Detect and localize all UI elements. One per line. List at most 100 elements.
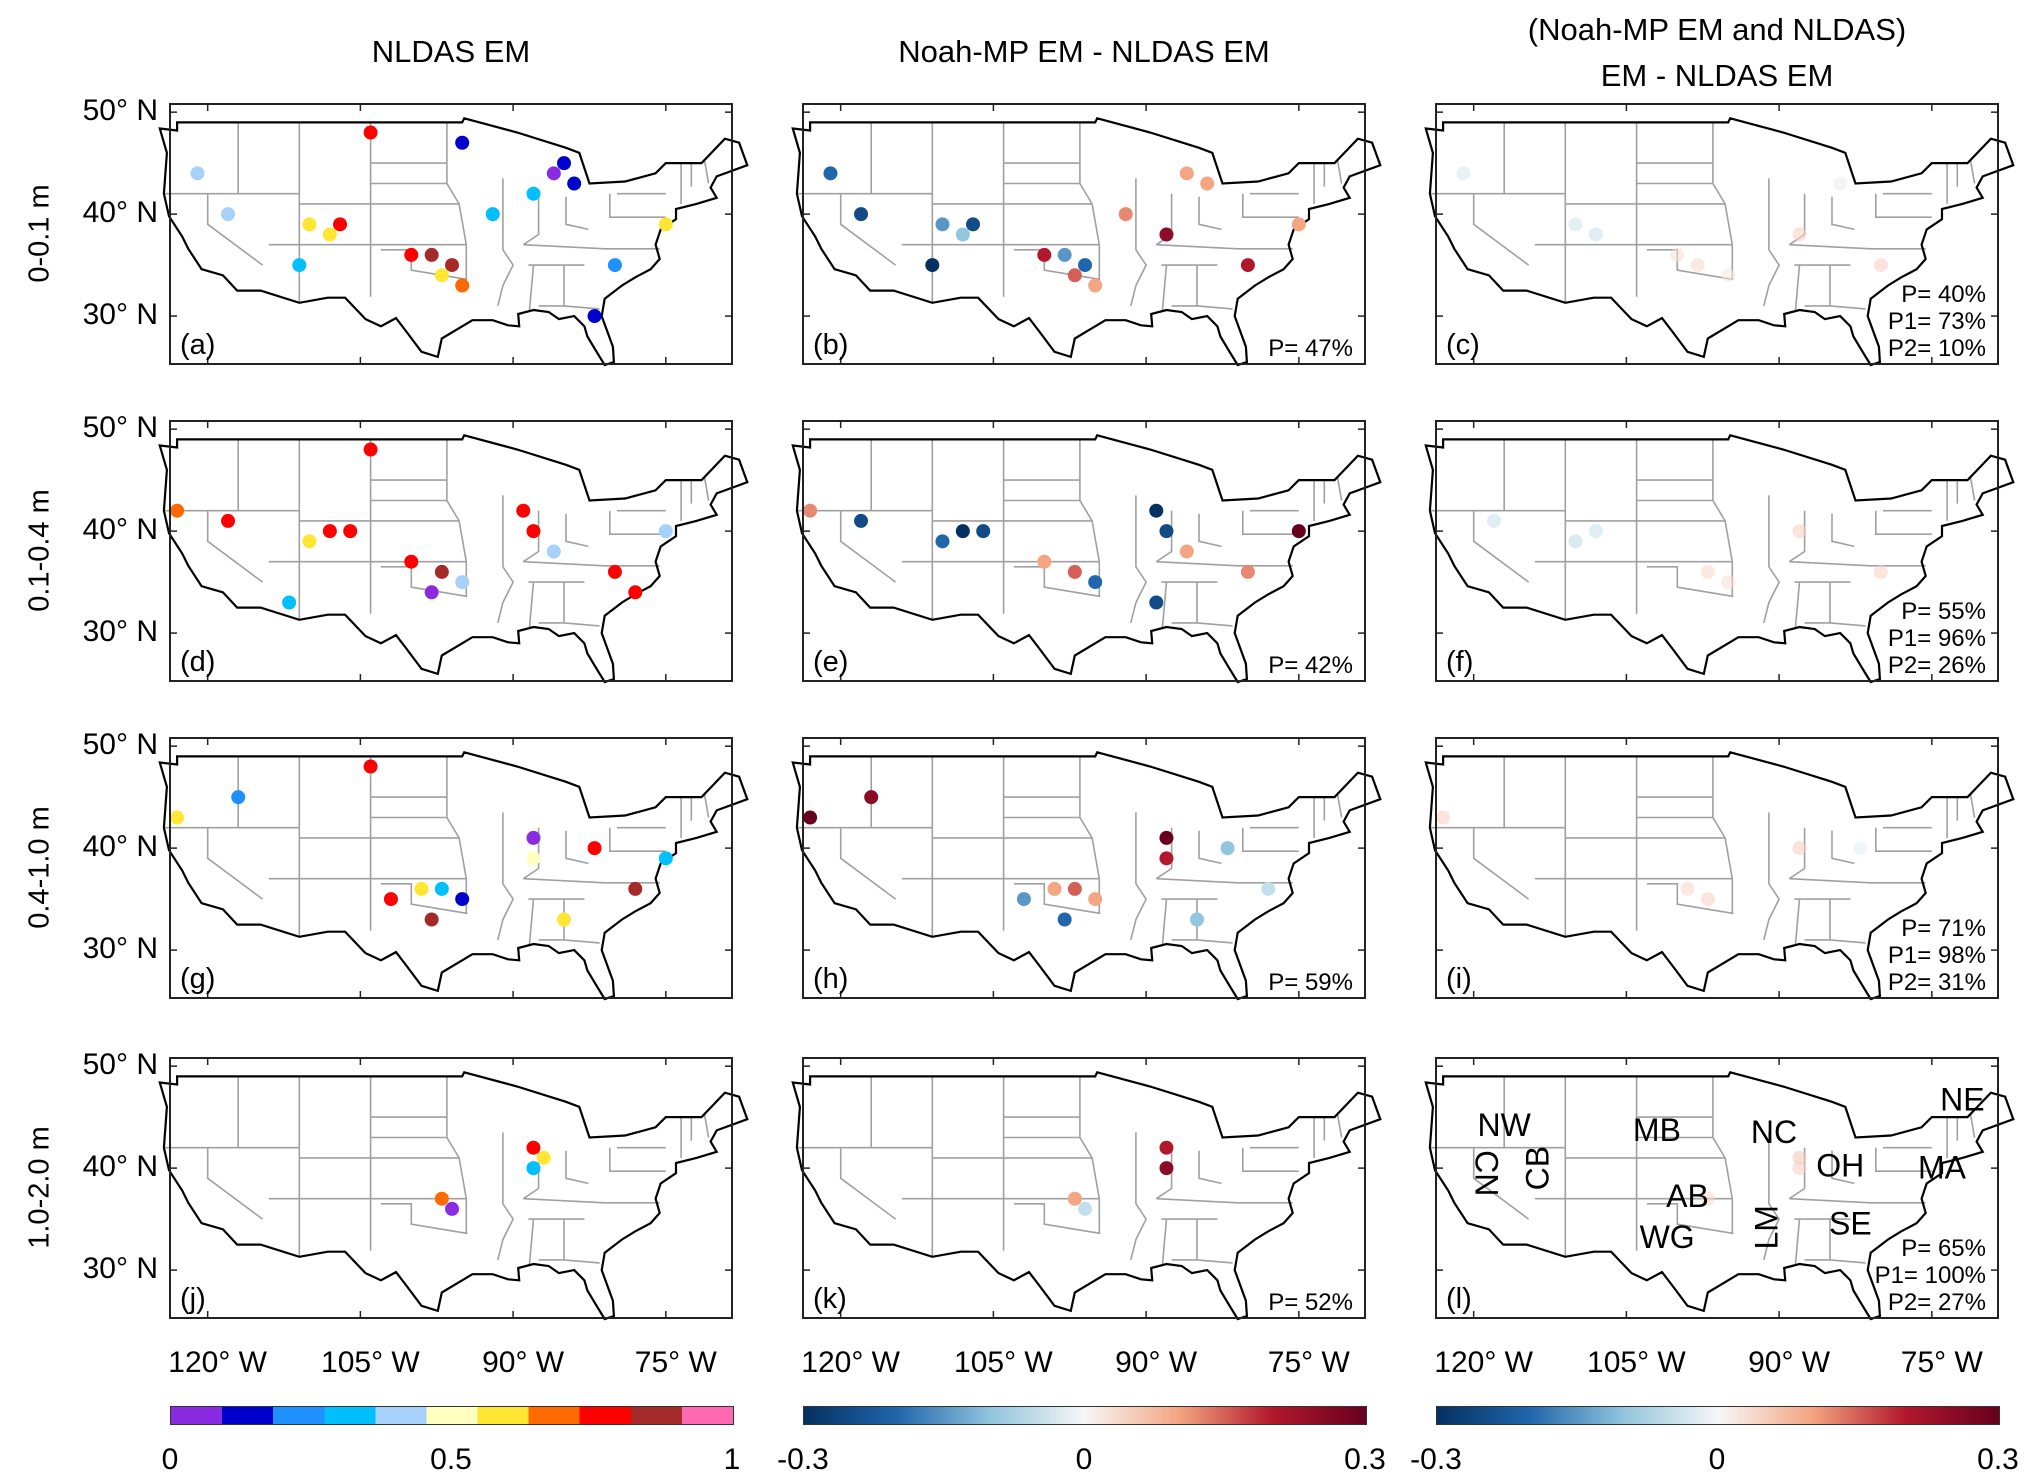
percentage-stat: P= 42% bbox=[1268, 652, 1353, 679]
state-boundary bbox=[1969, 476, 1976, 501]
state-boundary bbox=[1242, 193, 1299, 218]
state-boundary bbox=[206, 193, 264, 266]
colorbar-tick-label: 0.3 bbox=[1977, 1443, 2019, 1476]
region-label: WG bbox=[1640, 1219, 1695, 1255]
state-boundary bbox=[1789, 560, 1926, 567]
conus-outline bbox=[791, 751, 1382, 1001]
station-dot bbox=[628, 881, 643, 896]
percentage-stat: P= 71% bbox=[1901, 915, 1986, 942]
station-dot bbox=[1057, 247, 1072, 262]
percentage-stat: P1= 73% bbox=[1888, 308, 1986, 335]
state-boundary bbox=[1831, 196, 1855, 231]
state-boundary bbox=[1196, 622, 1233, 627]
station-dot bbox=[404, 554, 419, 569]
colorbar-tick-label: 1 bbox=[723, 1443, 741, 1476]
station-dot bbox=[1690, 258, 1705, 273]
station-dot bbox=[546, 166, 561, 181]
percentage-stat: P2= 26% bbox=[1888, 652, 1986, 679]
station-dot bbox=[526, 1140, 541, 1155]
state-boundary bbox=[538, 1219, 565, 1261]
state-boundary bbox=[1472, 1147, 1530, 1220]
station-dot bbox=[526, 1161, 541, 1176]
panel-letter: (l) bbox=[1446, 1283, 1472, 1315]
station-dot bbox=[322, 227, 337, 242]
state-boundary bbox=[1788, 827, 1806, 880]
column-title: (Noah-MP EM and NLDAS) bbox=[1527, 12, 1907, 47]
longitude-label: 90° W bbox=[1748, 1346, 1831, 1379]
station-dot bbox=[557, 912, 572, 927]
state-boundary bbox=[1079, 1076, 1101, 1199]
station-dot bbox=[587, 841, 602, 856]
station-dot bbox=[455, 892, 470, 907]
map-panel: (h) P= 59% bbox=[791, 737, 1382, 1001]
map-panel: (f) P= 55%P1= 96%P2= 26% bbox=[1424, 420, 2015, 684]
station-dot bbox=[658, 524, 673, 539]
state-boundary bbox=[538, 582, 565, 624]
state-boundary bbox=[380, 566, 468, 598]
state-boundary bbox=[1156, 1197, 1293, 1204]
station-dot bbox=[823, 166, 838, 181]
station-dot bbox=[1456, 166, 1471, 181]
station-dot bbox=[1016, 892, 1031, 907]
state-boundary bbox=[1712, 1076, 1734, 1199]
station-dot bbox=[1700, 1191, 1715, 1206]
station-dot bbox=[955, 227, 970, 242]
station-dot bbox=[557, 156, 572, 171]
station-dot bbox=[343, 524, 358, 539]
percentage-stat: P= 47% bbox=[1268, 335, 1353, 362]
conus-outline bbox=[158, 1071, 749, 1321]
station-dot bbox=[1159, 227, 1174, 242]
conus-outline bbox=[158, 117, 749, 367]
station-dot bbox=[526, 186, 541, 201]
state-boundary bbox=[565, 196, 589, 231]
state-boundary bbox=[523, 877, 660, 884]
station-dot bbox=[1873, 564, 1888, 579]
state-boundary bbox=[206, 510, 264, 583]
panel-letter: (a) bbox=[180, 329, 215, 361]
station-dot bbox=[1261, 881, 1276, 896]
state-boundary bbox=[839, 510, 897, 583]
state-boundary bbox=[1763, 1132, 1781, 1261]
station-dot bbox=[1792, 227, 1807, 242]
state-boundary bbox=[1794, 1219, 1801, 1266]
station-dot bbox=[1159, 1140, 1174, 1155]
panel-letter: (f) bbox=[1446, 646, 1473, 678]
region-label: AB bbox=[1666, 1178, 1709, 1214]
state-boundary bbox=[523, 560, 660, 567]
station-dot bbox=[363, 442, 378, 457]
station-dot bbox=[455, 575, 470, 590]
state-boundary bbox=[609, 827, 666, 852]
latitude-label: 30° N bbox=[82, 615, 158, 649]
station-dot bbox=[526, 524, 541, 539]
colorbar bbox=[170, 1406, 734, 1425]
state-boundary bbox=[1198, 1150, 1222, 1185]
state-boundary bbox=[523, 1197, 660, 1204]
percentage-stat: P= 65% bbox=[1901, 1235, 1986, 1262]
station-dot bbox=[1700, 564, 1715, 579]
percentage-stat: P1= 96% bbox=[1888, 625, 1986, 652]
map-panel: (i) P= 71%P1= 98%P2= 31% bbox=[1424, 737, 2015, 1001]
station-dot bbox=[170, 503, 185, 518]
column-title: Noah-MP EM - NLDAS EM bbox=[898, 34, 1270, 69]
station-dot bbox=[1873, 258, 1888, 273]
station-dot bbox=[1179, 544, 1194, 559]
station-dot bbox=[864, 790, 879, 805]
station-dot bbox=[1078, 258, 1093, 273]
station-dot bbox=[1057, 912, 1072, 927]
station-dot bbox=[1568, 217, 1583, 232]
state-boundary bbox=[1079, 122, 1101, 245]
station-dot bbox=[803, 810, 818, 825]
region-label: MB bbox=[1633, 1112, 1681, 1148]
colorbar-tick-label: -0.3 bbox=[1410, 1443, 1462, 1476]
panel-frame bbox=[1435, 737, 1999, 999]
colorbar-tick-label: 0.3 bbox=[1344, 1443, 1386, 1476]
state-boundary bbox=[1763, 178, 1781, 307]
station-dot bbox=[322, 524, 337, 539]
state-boundary bbox=[1831, 1150, 1855, 1185]
state-boundary bbox=[1242, 1147, 1299, 1172]
state-boundary bbox=[609, 193, 666, 218]
latitude-label: 40° N bbox=[82, 1150, 158, 1184]
map-panel: (j) bbox=[158, 1057, 749, 1321]
station-dot bbox=[1792, 841, 1807, 856]
station-dot bbox=[526, 830, 541, 845]
